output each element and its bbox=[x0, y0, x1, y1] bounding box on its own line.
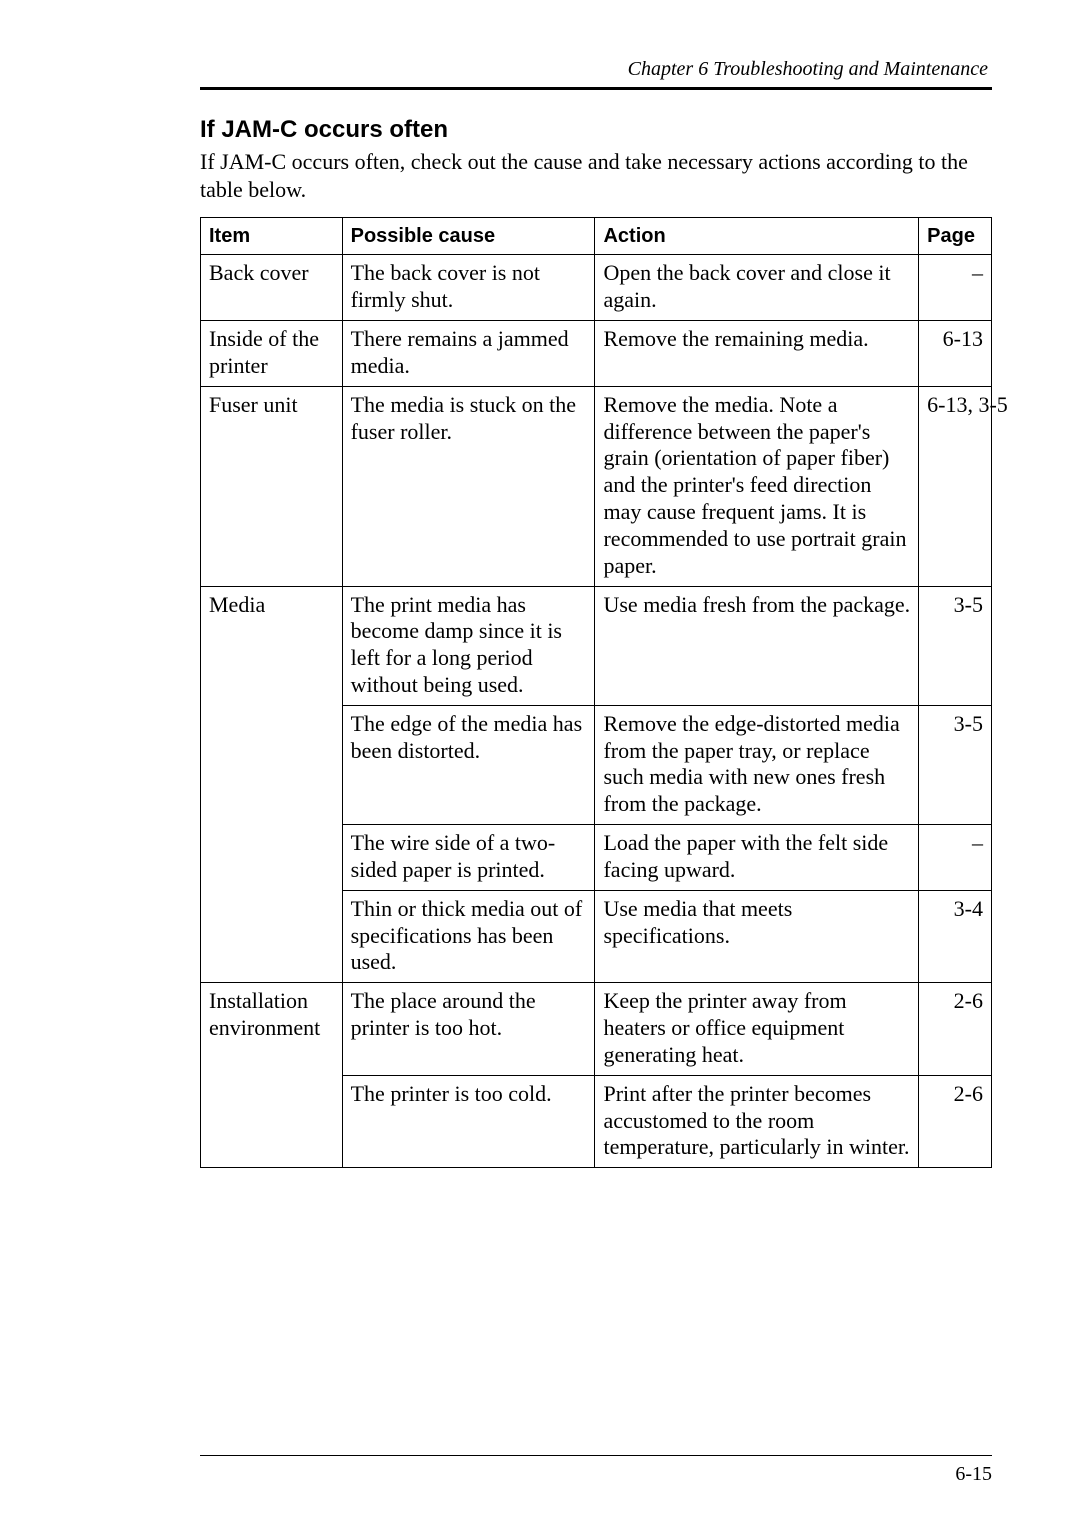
cell-page: – bbox=[919, 255, 992, 321]
col-header-page: Page bbox=[919, 218, 992, 255]
cell-page: – bbox=[919, 825, 992, 891]
cell-cause: The wire side of a two-sided paper is pr… bbox=[342, 825, 595, 891]
col-header-action: Action bbox=[595, 218, 919, 255]
cell-action: Remove the media. Note a difference betw… bbox=[595, 386, 919, 586]
footer-rule bbox=[200, 1455, 992, 1456]
cell-action: Use media fresh from the package. bbox=[595, 586, 919, 705]
cell-cause: Thin or thick media out of specification… bbox=[342, 890, 595, 982]
cell-cause: The place around the printer is too hot. bbox=[342, 983, 595, 1075]
cell-action: Use media that meets specifications. bbox=[595, 890, 919, 982]
cell-cause: The printer is too cold. bbox=[342, 1075, 595, 1167]
cell-action: Print after the printer becomes accustom… bbox=[595, 1075, 919, 1167]
table-row: Fuser unit The media is stuck on the fus… bbox=[201, 386, 992, 586]
cell-page: 2-6 bbox=[919, 1075, 992, 1167]
cell-item: Fuser unit bbox=[201, 386, 343, 586]
troubleshooting-table: Item Possible cause Action Page Back cov… bbox=[200, 217, 992, 1168]
cell-cause: The edge of the media has been distorted… bbox=[342, 705, 595, 824]
cell-action: Keep the printer away from heaters or of… bbox=[595, 983, 919, 1075]
cell-page: 6-13, 3-5 bbox=[919, 386, 992, 586]
table-row: Media The print media has become damp si… bbox=[201, 586, 992, 705]
table-body: Back cover The back cover is not firmly … bbox=[201, 255, 992, 1168]
header-rule bbox=[200, 87, 992, 90]
page-number: 6-15 bbox=[955, 1463, 992, 1486]
cell-action: Load the paper with the felt side facing… bbox=[595, 825, 919, 891]
cell-page: 3-5 bbox=[919, 705, 992, 824]
cell-item: Back cover bbox=[201, 255, 343, 321]
section-title: If JAM-C occurs often bbox=[200, 116, 992, 144]
intro-text: If JAM-C occurs often, check out the cau… bbox=[200, 148, 992, 203]
cell-action: Remove the remaining media. bbox=[595, 321, 919, 387]
table-row: Inside of the printer There remains a ja… bbox=[201, 321, 992, 387]
cell-page: 6-13 bbox=[919, 321, 992, 387]
page: Chapter 6 Troubleshooting and Maintenanc… bbox=[0, 0, 1080, 1528]
cell-cause: The print media has become damp since it… bbox=[342, 586, 595, 705]
cell-item: Inside of the printer bbox=[201, 321, 343, 387]
cell-page: 2-6 bbox=[919, 983, 992, 1075]
table-row: Installation environment The place aroun… bbox=[201, 983, 992, 1075]
cell-page: 3-5 bbox=[919, 586, 992, 705]
cell-page: 3-4 bbox=[919, 890, 992, 982]
table-header-row: Item Possible cause Action Page bbox=[201, 218, 992, 255]
cell-item: Media bbox=[201, 586, 343, 983]
cell-cause: There remains a jammed media. bbox=[342, 321, 595, 387]
running-head: Chapter 6 Troubleshooting and Maintenanc… bbox=[200, 58, 992, 81]
cell-item: Installation environment bbox=[201, 983, 343, 1168]
table-row: Back cover The back cover is not firmly … bbox=[201, 255, 992, 321]
cell-action: Open the back cover and close it again. bbox=[595, 255, 919, 321]
cell-cause: The back cover is not firmly shut. bbox=[342, 255, 595, 321]
col-header-cause: Possible cause bbox=[342, 218, 595, 255]
cell-cause: The media is stuck on the fuser roller. bbox=[342, 386, 595, 586]
cell-action: Remove the edge-distorted media from the… bbox=[595, 705, 919, 824]
col-header-item: Item bbox=[201, 218, 343, 255]
